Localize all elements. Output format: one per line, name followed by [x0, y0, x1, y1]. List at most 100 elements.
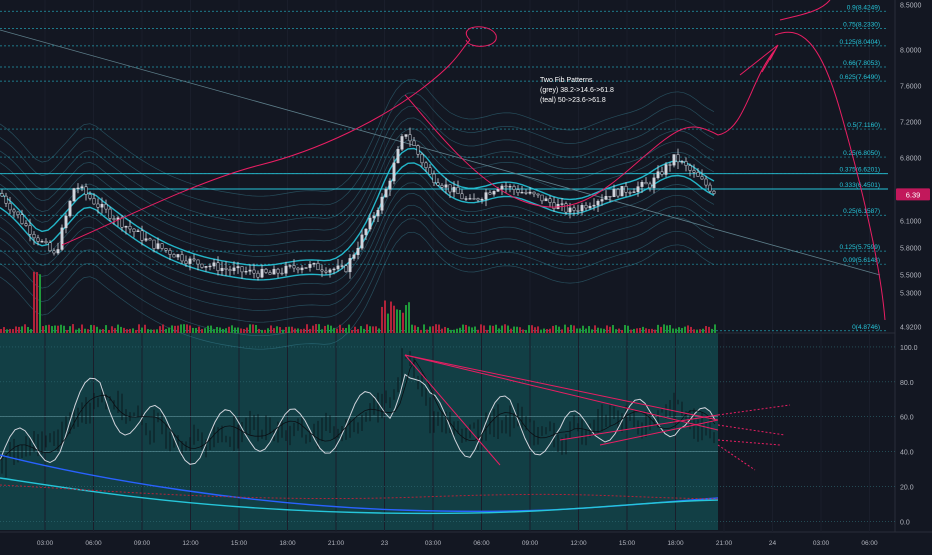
volume-bar: [231, 325, 233, 333]
volume-bar: [561, 329, 563, 333]
volume-bar: [522, 329, 524, 333]
volume-bar: [258, 328, 260, 333]
candle-body: [200, 263, 204, 268]
candle-body: [128, 225, 132, 230]
volume-bar: [327, 324, 329, 333]
envelope-band: [0, 171, 715, 290]
volume-bar: [606, 325, 608, 333]
oscillator-pane-bg: [0, 333, 718, 530]
volume-bar: [621, 329, 623, 333]
volume-bar: [48, 324, 50, 333]
candle-body: [168, 250, 172, 255]
volume-bar: [699, 329, 701, 333]
candle-body: [692, 170, 696, 173]
candle-body: [144, 238, 148, 241]
candle-body: [648, 183, 652, 189]
volume-bar: [588, 326, 590, 333]
envelope-band: [0, 218, 715, 337]
volume-bar: [222, 328, 224, 333]
price-tick-label: 4.9200: [900, 325, 922, 332]
time-tick-label: 03:00: [813, 540, 830, 547]
candle-body: [72, 188, 76, 202]
candle-body: [220, 267, 224, 271]
volume-bar: [261, 329, 263, 333]
volume-bar: [324, 325, 326, 333]
volume-bar: [180, 324, 182, 333]
candle-body: [160, 243, 164, 249]
volume-bar: [39, 274, 41, 333]
candle-body: [232, 267, 236, 272]
volume-bar: [300, 329, 302, 333]
fib-level-label: 0(4.8746): [852, 324, 880, 331]
volume-bar: [393, 305, 395, 333]
volume-bar: [564, 324, 566, 333]
annotation-text: (teal) 50->23.6->61.8: [540, 97, 606, 104]
candle-body: [84, 186, 88, 195]
candle-body: [396, 149, 400, 164]
candle-body: [492, 191, 496, 195]
volume-bar: [192, 327, 194, 333]
volume-bar: [549, 328, 551, 333]
volume-bar: [708, 326, 710, 333]
candle-body: [608, 195, 612, 198]
candle-body: [40, 241, 44, 243]
candle-body: [452, 186, 456, 193]
fib-level-label: 0.66(7.8053): [843, 60, 880, 67]
volume-bar: [387, 313, 389, 333]
candle-body: [676, 154, 680, 163]
volume-bar: [594, 325, 596, 333]
candle-body: [152, 239, 156, 249]
time-tick-label: 12:00: [570, 540, 587, 547]
volume-bar: [687, 325, 689, 333]
fib-level-label: 0.375(6.6201): [840, 167, 880, 174]
candle-body: [304, 267, 308, 269]
annotation-text: (grey) 38.2->14.6->61.8: [540, 87, 614, 94]
volume-bar: [615, 329, 617, 333]
candle-body: [112, 218, 116, 220]
volume-bar: [645, 328, 647, 333]
price-tick-label: 5.5000: [900, 273, 922, 280]
candle-body: [544, 198, 548, 202]
volume-bar: [186, 324, 188, 333]
volume-bar: [429, 326, 431, 333]
fib-level-label: 0.5(7.1160): [847, 122, 880, 129]
volume-bar: [471, 327, 473, 333]
volume-bar: [366, 324, 368, 333]
envelope-band: [0, 139, 715, 257]
volume-bar: [702, 328, 704, 333]
time-tick-label: 18:00: [667, 540, 684, 547]
candle-body: [700, 176, 704, 180]
volume-bar: [252, 324, 254, 333]
volume-bar: [318, 324, 320, 333]
volume-bar: [183, 324, 185, 333]
osc-tick-label: 20.0: [900, 484, 914, 491]
volume-bar: [114, 328, 116, 333]
volume-bar: [78, 328, 80, 333]
volume-bar: [690, 326, 692, 333]
candle-body: [120, 217, 124, 228]
volume-bar: [219, 327, 221, 333]
volume-bar: [618, 328, 620, 333]
candle-body: [324, 270, 328, 273]
time-tick-label: 03:00: [37, 540, 54, 547]
volume-bar: [315, 324, 317, 333]
annotation-text: Two Fib Patterns: [540, 77, 593, 84]
volume-bar: [684, 326, 686, 333]
price-tick-label: 8.0000: [900, 48, 922, 55]
volume-bar: [402, 312, 404, 333]
volume-bar: [69, 326, 71, 333]
drawing-drop-curve: [774, 31, 886, 321]
candle-body: [520, 192, 524, 194]
volume-bar: [36, 272, 38, 333]
volume-bar: [255, 325, 257, 333]
candle-body: [248, 269, 252, 272]
volume-bar: [567, 327, 569, 333]
volume-bar: [309, 328, 311, 333]
candle-body: [348, 258, 352, 273]
volume-bar: [534, 327, 536, 333]
candle-body: [276, 268, 280, 274]
volume-bar: [504, 324, 506, 333]
candle-body: [672, 154, 676, 166]
volume-bar: [270, 325, 272, 333]
